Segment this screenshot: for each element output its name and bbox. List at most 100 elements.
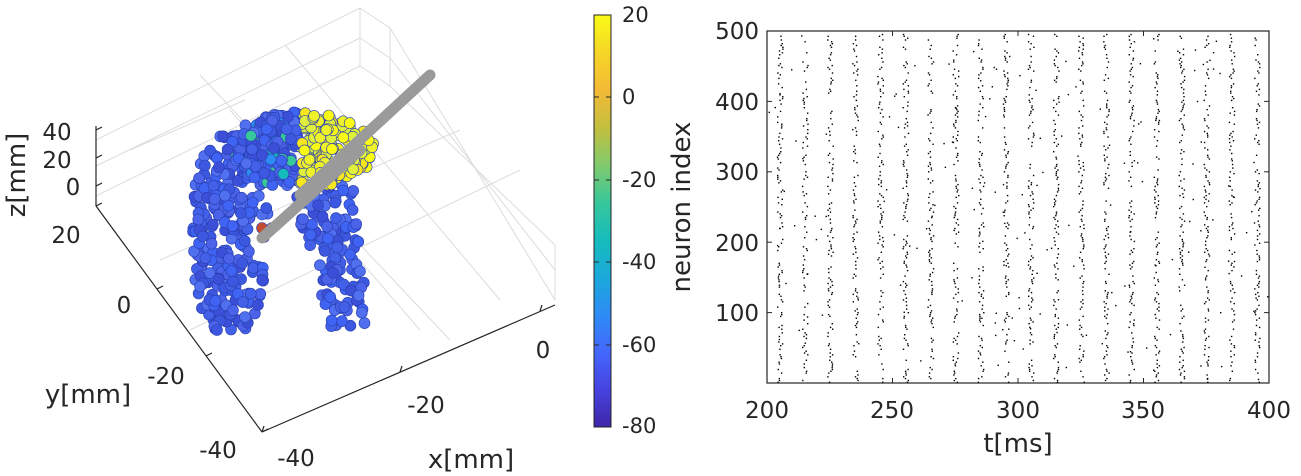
spike-dot	[832, 237, 834, 239]
spike-dot	[932, 143, 934, 145]
spike-dot	[1004, 75, 1006, 78]
spike-dot	[1057, 143, 1059, 145]
spike-dot	[952, 341, 955, 343]
spike-dot	[1182, 352, 1184, 354]
spike-dot	[882, 92, 884, 94]
spike-dot	[1130, 86, 1132, 89]
spike-dot	[1104, 158, 1106, 160]
spike-dot	[1205, 94, 1207, 96]
spike-dot	[1180, 372, 1182, 374]
spike-dot	[828, 277, 830, 279]
spike-dot	[856, 218, 858, 221]
spike-dot	[1203, 330, 1205, 332]
neuron-dot	[199, 159, 211, 172]
spike-dot	[1107, 233, 1109, 235]
spike-dot	[1154, 238, 1157, 241]
spike-dot	[807, 273, 809, 275]
spike-dot	[1256, 299, 1259, 301]
spike-dot	[785, 282, 787, 285]
spike-dot	[978, 268, 980, 270]
spike-dot	[881, 33, 884, 36]
spike-dot	[1004, 59, 1007, 61]
spike-dot	[1129, 99, 1131, 102]
spike-dot	[982, 266, 984, 268]
spike-dot	[1258, 105, 1261, 107]
spike-dot	[1180, 180, 1182, 182]
spike-dot	[780, 147, 782, 149]
spike-dot	[1081, 174, 1083, 177]
spike-dot	[1259, 207, 1261, 210]
spike-dot	[804, 41, 806, 43]
spike-dot	[1007, 381, 1010, 383]
spike-dot	[1155, 213, 1157, 215]
spike-dot	[1205, 301, 1207, 303]
spike-dot	[906, 308, 908, 310]
spike-dot	[907, 312, 910, 314]
spike-dot	[1132, 130, 1134, 133]
spike-dot	[1005, 143, 1007, 145]
spike-dot	[1032, 341, 1034, 343]
spike-dot	[1231, 63, 1233, 65]
spike-dot	[1255, 118, 1258, 120]
spike-dot	[979, 242, 981, 244]
spike-dot	[1231, 136, 1233, 138]
spike-dot	[803, 290, 805, 292]
spike-dot	[1183, 79, 1186, 81]
spike-dot	[778, 361, 780, 363]
spike-dot	[881, 363, 883, 365]
spike-dot	[829, 352, 831, 354]
neuron-dot	[266, 114, 279, 127]
spike-dot	[1133, 125, 1135, 127]
spike-dot	[981, 169, 983, 171]
spike-dot	[803, 259, 806, 261]
spike-dot	[979, 251, 981, 253]
spike-dot	[1232, 328, 1235, 330]
spike-dot	[1155, 211, 1158, 213]
spike-dot	[1055, 328, 1057, 330]
spike-dot	[1180, 152, 1182, 155]
spike-dot	[973, 50, 975, 53]
spike-dot	[1081, 260, 1083, 263]
spike-dot	[825, 215, 827, 218]
spike-dot	[978, 43, 980, 45]
spike-dot	[829, 130, 831, 133]
spike-dot	[857, 116, 859, 118]
spike-dot	[806, 145, 809, 147]
spike-dot	[1082, 83, 1084, 85]
spike-dot	[829, 286, 832, 288]
spike-dot	[981, 48, 983, 50]
3d-axis-line	[95, 182, 103, 187]
spike-dot	[982, 297, 984, 299]
spike-dot	[932, 268, 935, 270]
spike-dot	[879, 121, 881, 124]
spike-dot	[1004, 55, 1006, 58]
spike-dot	[1105, 129, 1108, 131]
spike-dot	[882, 39, 884, 41]
spike-dot	[1053, 337, 1055, 340]
spike-dot	[1056, 77, 1058, 80]
spike-dot	[1229, 46, 1231, 48]
spike-dot	[953, 321, 955, 323]
spike-dot	[857, 312, 859, 314]
raster-plot: 500 400 300 200 100 200 250 300 350 400 …	[667, 19, 1291, 459]
spike-dot	[856, 257, 859, 259]
spike-dot	[1003, 211, 1006, 213]
spike-dot	[853, 193, 855, 195]
neuron-dot	[205, 237, 218, 250]
3d-axis-line	[95, 154, 103, 159]
spike-dot	[827, 35, 829, 37]
y-tick-200: 200	[715, 231, 759, 257]
spike-dot	[802, 61, 804, 63]
spike-dot	[956, 191, 958, 193]
spike-dot	[1054, 354, 1056, 356]
neuron-dot	[245, 130, 257, 142]
spike-dot	[981, 152, 983, 155]
spike-dot	[906, 151, 908, 153]
spike-dot	[954, 215, 956, 217]
spike-dot	[1130, 33, 1132, 36]
spike-dot	[879, 262, 881, 264]
spike-dot	[907, 85, 909, 87]
spike-dot	[827, 209, 829, 211]
spike-dot	[1156, 366, 1159, 369]
spike-dot	[1231, 107, 1234, 109]
